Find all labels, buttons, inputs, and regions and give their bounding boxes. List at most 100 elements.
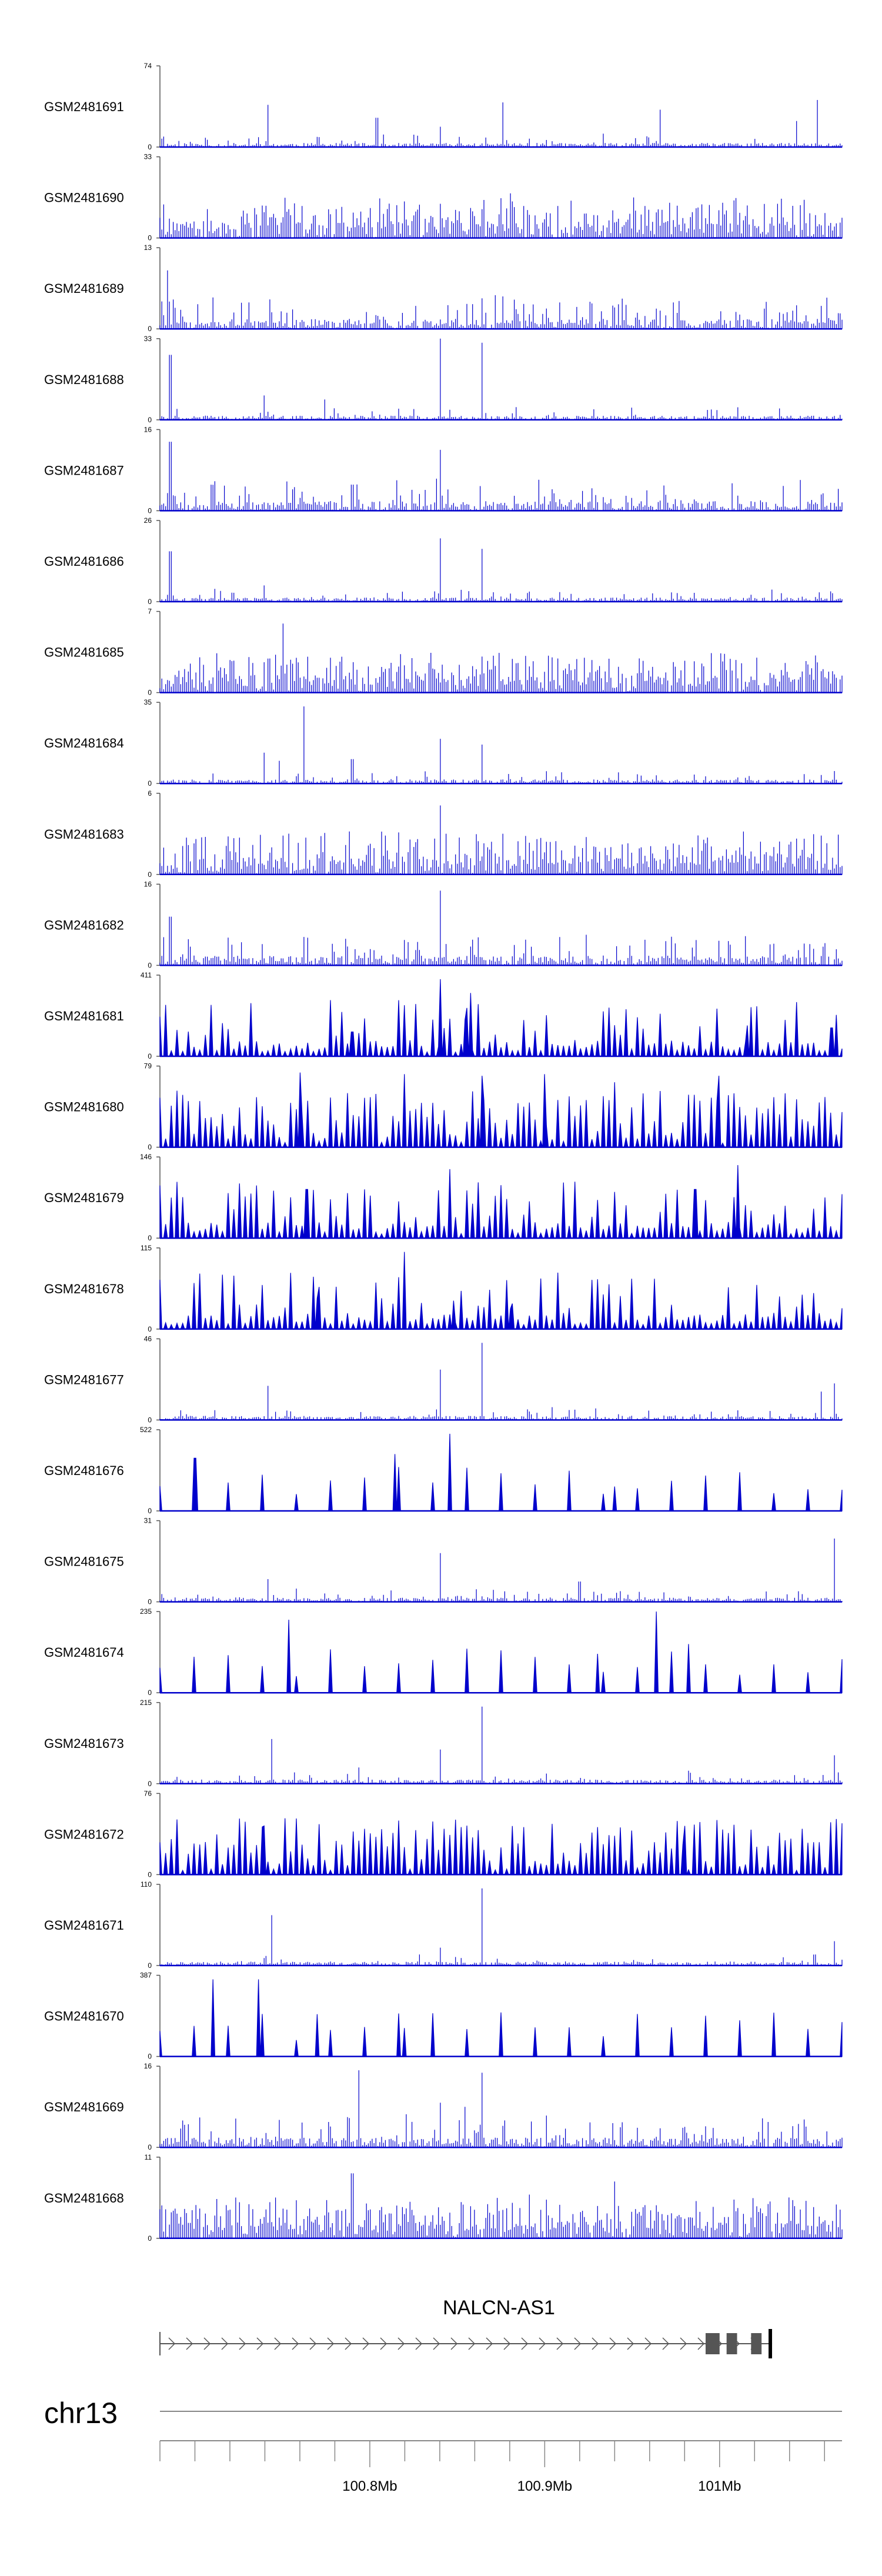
track-ymax-label: 235 — [140, 1607, 152, 1616]
track-signal-area — [159, 2173, 843, 2239]
track-signal-area — [159, 1611, 843, 1693]
track-GSM2481675: GSM2481675 31 0 — [44, 1517, 843, 1606]
track-signal-area — [159, 1539, 843, 1603]
gene-strand-arrow — [556, 2337, 564, 2350]
track-ymax-label: 11 — [145, 2153, 152, 2161]
gene-exon — [706, 2333, 720, 2354]
gene-strand-arrow — [203, 2337, 211, 2350]
track-ymax-label: 522 — [140, 1426, 152, 1434]
track-ymax-label: 215 — [140, 1699, 152, 1707]
axis-tick-label: 101Mb — [698, 2478, 741, 2494]
track-ymax-label: 74 — [144, 62, 152, 70]
track-signal-area — [159, 2070, 843, 2148]
track-label: GSM2481685 — [44, 645, 124, 660]
track-ymin-label: 0 — [148, 870, 152, 879]
gene-strand-arrow — [380, 2337, 387, 2350]
track-ymax-label: 146 — [140, 1153, 152, 1161]
track-ymax-label: 31 — [144, 1517, 152, 1525]
track-ymin-label: 0 — [148, 506, 152, 515]
track-ymin-label: 0 — [148, 1689, 152, 1697]
track-ymax-label: 33 — [144, 153, 152, 161]
track-signal-area — [159, 442, 843, 511]
track-ymax-label: 33 — [144, 335, 152, 343]
track-ymax-label: 26 — [144, 516, 152, 525]
track-ymin-label: 0 — [148, 143, 152, 151]
track-ymax-label: 411 — [141, 971, 152, 979]
track-ymax-label: 46 — [144, 1334, 152, 1343]
track-GSM2481684: GSM2481684 35 0 — [44, 698, 843, 788]
track-ymin-label: 0 — [148, 1870, 152, 1878]
gene-strand-arrow — [415, 2337, 423, 2350]
track-GSM2481674: GSM2481674 235 0 — [44, 1607, 843, 1697]
track-ymin-label: 0 — [148, 1416, 152, 1424]
track-signal-area — [159, 623, 843, 693]
track-GSM2481691: GSM2481691 74 0 — [44, 62, 843, 151]
track-ymax-label: 16 — [144, 880, 152, 888]
track-ymax-label: 13 — [144, 243, 152, 252]
track-label: GSM2481679 — [44, 1190, 124, 1205]
axis-tick-label: 100.9Mb — [517, 2478, 572, 2494]
gene-strand-arrow — [468, 2337, 476, 2350]
gene-strand-arrow — [186, 2337, 193, 2350]
track-label: GSM2481674 — [44, 1645, 124, 1660]
gene-strand-arrow — [433, 2337, 440, 2350]
track-ymin-label: 0 — [148, 598, 152, 606]
gene-strand-arrow — [292, 2337, 299, 2350]
track-ymin-label: 0 — [148, 1598, 152, 1606]
track-GSM2481676: GSM2481676 522 0 — [44, 1426, 843, 1515]
track-ymax-label: 6 — [148, 789, 152, 798]
track-label: GSM2481682 — [44, 917, 124, 932]
track-ymin-label: 0 — [148, 1052, 152, 1060]
track-GSM2481677: GSM2481677 46 0 — [44, 1334, 843, 1424]
track-label: GSM2481668 — [44, 2191, 124, 2205]
track-label: GSM2481671 — [44, 1918, 124, 1933]
track-ymax-label: 76 — [144, 1789, 152, 1797]
track-signal-area — [159, 538, 843, 602]
track-signal-area — [159, 1888, 843, 1966]
track-GSM2481686: GSM2481686 26 0 — [44, 516, 843, 606]
track-ymax-label: 7 — [148, 608, 152, 616]
track-ymin-label: 0 — [148, 325, 152, 333]
track-ymin-label: 0 — [148, 961, 152, 969]
track-label: GSM2481673 — [44, 1736, 124, 1751]
track-signal-area — [159, 193, 843, 239]
gene-strand-arrow — [168, 2337, 176, 2350]
track-label: GSM2481681 — [44, 1009, 124, 1023]
gene-name-label: NALCN-AS1 — [443, 2297, 555, 2319]
track-GSM2481669: GSM2481669 16 0 — [44, 2062, 843, 2151]
gene-strand-arrow — [644, 2337, 652, 2350]
track-ymin-label: 0 — [148, 1780, 152, 1788]
genome-axis: chr13 100.8Mb 100.9Mb 101Mb — [44, 2397, 842, 2494]
gene-strand-arrow — [680, 2337, 687, 2350]
gene-strand-arrow — [221, 2337, 229, 2350]
track-ymin-label: 0 — [148, 1507, 152, 1515]
gene-exon — [751, 2333, 762, 2354]
track-ymax-label: 115 — [141, 1244, 152, 1252]
track-signal-area — [159, 1252, 843, 1330]
track-label: GSM2481680 — [44, 1100, 124, 1115]
gene-exon — [769, 2329, 773, 2358]
gene-exon — [726, 2333, 737, 2354]
gene-strand-arrow — [362, 2337, 370, 2350]
gene-strand-arrow — [256, 2337, 264, 2350]
track-signal-area — [159, 979, 843, 1057]
track-GSM2481681: GSM2481681 411 0 — [44, 971, 843, 1060]
gene-strand-arrow — [592, 2337, 599, 2350]
chromosome-label: chr13 — [44, 2397, 118, 2430]
gene-strand-arrow — [345, 2337, 352, 2350]
gene-strand-arrow — [450, 2337, 458, 2350]
track-signal-area — [159, 1072, 843, 1148]
track-GSM2481673: GSM2481673 215 0 — [44, 1699, 843, 1788]
gene-strand-arrow — [327, 2337, 335, 2350]
track-GSM2481690: GSM2481690 33 0 — [44, 153, 843, 242]
track-GSM2481670: GSM2481670 387 0 — [44, 1971, 843, 2061]
track-ymax-label: 387 — [140, 1971, 152, 1980]
track-label: GSM2481684 — [44, 736, 124, 750]
track-ymin-label: 0 — [148, 234, 152, 242]
track-label: GSM2481678 — [44, 1282, 124, 1296]
track-label: GSM2481669 — [44, 2100, 124, 2114]
track-signal-area — [159, 1164, 843, 1239]
track-GSM2481688: GSM2481688 33 0 — [44, 335, 843, 424]
track-signal-area — [159, 890, 843, 966]
track-GSM2481678: GSM2481678 115 0 — [44, 1244, 843, 1333]
